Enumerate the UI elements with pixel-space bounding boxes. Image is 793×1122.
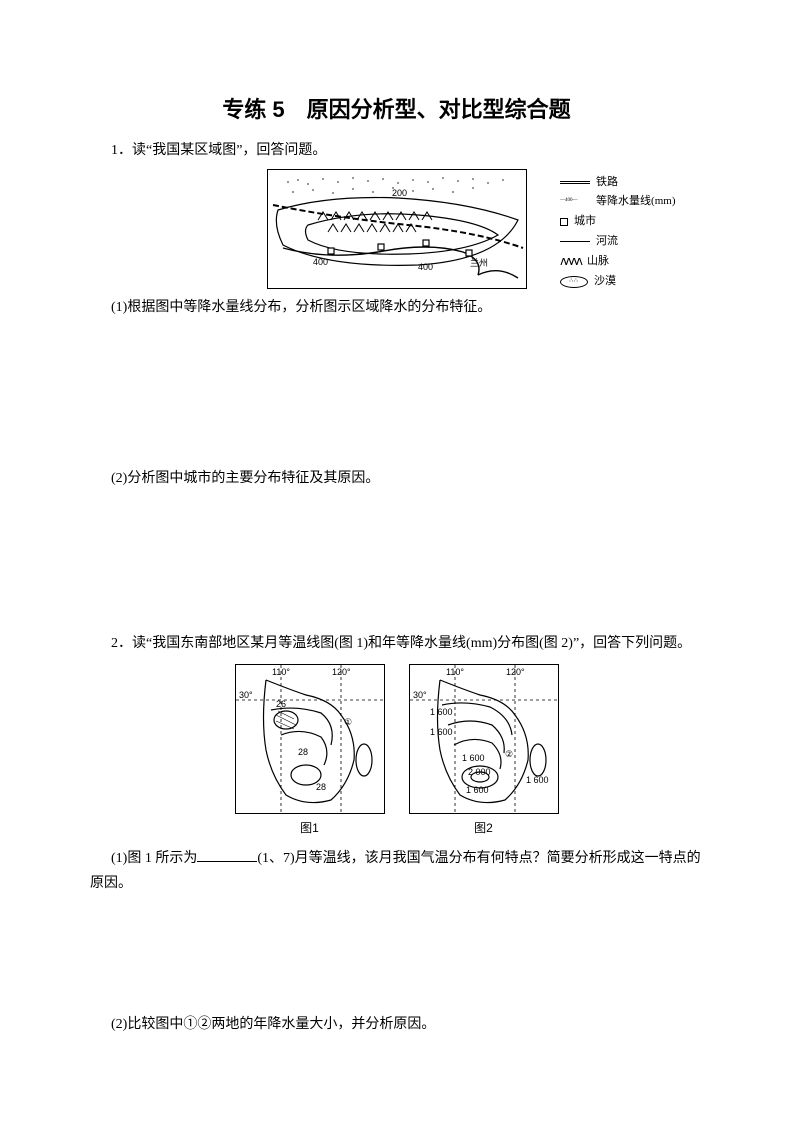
fig2-lon-110: 110° (446, 667, 464, 677)
q1-figure-wrap: 200 400 400 兰州 铁路 (90, 169, 703, 289)
legend-rail: 铁路 (560, 174, 675, 192)
legend-desert-label: 沙漠 (594, 273, 616, 291)
q1-sub1-answer-space (90, 320, 703, 460)
q2-fig1-svg: 110° 120° 30° 26 28 28 (236, 665, 386, 815)
legend-river-label: 河流 (596, 233, 618, 251)
q2-fig1: 110° 120° 30° 26 28 28 (235, 664, 385, 814)
legend-river: 河流 (560, 233, 675, 251)
q2-fig2-svg: 110° 120° 30° 1 600 1 600 1 600 1 600 2 … (410, 665, 560, 815)
fig2-lat-30: 30° (413, 690, 427, 700)
q2-sub1-answer-space (90, 896, 703, 1006)
q1-sub2: (2)分析图中城市的主要分布特征及其原因。 (90, 466, 703, 491)
q2-sub1: (1)图 1 所示为(1、7)月等温线，该月我国气温分布有何特点？简要分析形成这… (90, 846, 703, 896)
q1-iso-400b: 400 (418, 262, 433, 272)
q2-fig1-col: 110° 120° 30° 26 28 28 (235, 664, 385, 840)
q2-fig1-caption: 图1 (235, 818, 385, 840)
fig1-lon-110: 110° (272, 667, 290, 677)
legend-isoline-label: 等降水量线(mm) (596, 193, 675, 211)
fig2-lon-120: 120° (506, 667, 525, 677)
q1-map-svg: 200 400 400 兰州 (268, 170, 528, 290)
q1-iso-400a: 400 (313, 257, 328, 267)
q1-sub2-answer-space (90, 491, 703, 631)
fig1-iso-26: 26 (276, 699, 286, 709)
q2-fig2-col: 110° 120° 30° 1 600 1 600 1 600 1 600 2 … (409, 664, 559, 840)
fig2-iso-c: 1 600 (462, 753, 485, 763)
fig2-iso-a: 1 600 (430, 707, 453, 717)
q2-fig2: 110° 120° 30° 1 600 1 600 1 600 1 600 2 … (409, 664, 559, 814)
q2-stem: 2．读“我国东南部地区某月等温线图(图 1)和年等降水量线(mm)分布图(图 2… (90, 631, 703, 656)
page-title: 专练 5 原因分析型、对比型综合题 (90, 90, 703, 130)
fig2-iso-d: 1 600 (466, 785, 489, 795)
q2-sub1-blank[interactable] (197, 848, 257, 862)
q2-sub1-pre: (1)图 1 所示为 (111, 851, 197, 866)
fig2-iso-b: 1 600 (430, 727, 453, 737)
legend-rail-label: 铁路 (596, 174, 618, 192)
legend-isoline: —400— 等降水量线(mm) (560, 193, 675, 211)
fig1-marker-1: ① (344, 717, 352, 727)
fig1-iso-28a: 28 (298, 747, 308, 757)
q2-figures: 110° 120° 30° 26 28 28 (90, 664, 703, 840)
fig1-iso-28b: 28 (316, 782, 326, 792)
q1-legend: 铁路 —400— 等降水量线(mm) 城市 河流 ʌʌʌʌ 山脉 ∴∴ 沙漠 (560, 174, 675, 293)
fig2-iso-e: 2 000 (468, 767, 491, 777)
legend-city-label: 城市 (574, 213, 596, 231)
fig1-lat-30: 30° (239, 690, 253, 700)
q2-sub2: (2)比较图中①②两地的年降水量大小，并分析原因。 (90, 1012, 703, 1037)
legend-mountain-label: 山脉 (587, 253, 609, 271)
fig2-marker-2: ② (505, 749, 513, 759)
q2-fig2-caption: 图2 (409, 818, 559, 840)
legend-mountain: ʌʌʌʌ 山脉 (560, 252, 675, 271)
legend-desert: ∴∴ 沙漠 (560, 273, 675, 291)
q1-iso-200: 200 (392, 188, 407, 198)
q1-stem: 1．读“我国某区域图”，回答问题。 (90, 138, 703, 163)
q1-figure: 200 400 400 兰州 铁路 (267, 169, 527, 289)
fig2-iso-f: 1 600 (526, 775, 549, 785)
q1-city-lanzhou: 兰州 (470, 257, 488, 268)
q1-sub1: (1)根据图中等降水量线分布，分析图示区域降水的分布特征。 (90, 295, 703, 320)
legend-city: 城市 (560, 213, 675, 231)
fig1-lon-120: 120° (332, 667, 351, 677)
